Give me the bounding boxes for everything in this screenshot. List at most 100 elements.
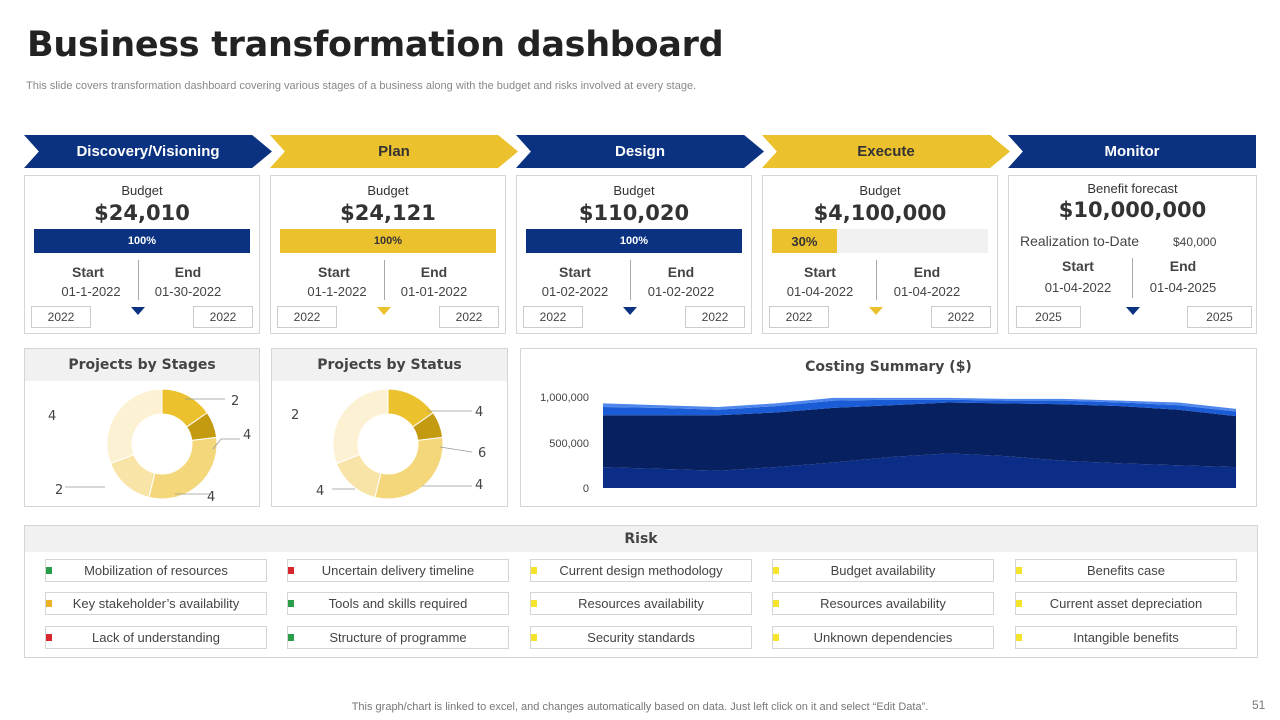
start-date: 01-1-2022 [61,284,121,299]
year-left: 2022 [31,306,91,328]
progress-fill: 100% [34,229,250,253]
risk-item: Benefits case [1015,559,1237,582]
data-label: 6 [478,446,486,461]
area-series-band [603,402,1236,471]
risk-item: Intangible benefits [1015,626,1237,649]
donut-slice [148,436,218,500]
data-label: 4 [475,405,483,420]
end-label: End [1169,258,1197,274]
end-label: End [667,264,695,280]
risk-status-icon [45,600,52,607]
end-label: End [913,264,941,280]
risk-item: Security standards [530,626,752,649]
risk-item: Structure of programme [287,626,509,649]
page-subtitle: This slide covers transformation dashboa… [26,80,697,92]
progress-fill: 100% [280,229,496,253]
panel-title: Projects by Stages [25,349,259,381]
year-left: 2022 [523,306,583,328]
timeline-marker-icon [869,307,883,315]
y-tick-label: 500,000 [549,438,589,450]
risk-status-icon [530,634,537,641]
divider [630,260,631,300]
progress-bar: 30% [772,229,988,253]
divider [384,260,385,300]
budget-amount: $24,121 [340,201,436,225]
year-left: 2022 [277,306,337,328]
costing-summary-chart: 1,000,000 500,000 0 [540,392,1236,495]
risk-item: Lack of understanding [45,626,267,649]
timeline-marker-icon [131,307,145,315]
risk-item: Unknown dependencies [772,626,994,649]
projects-by-stages-chart: 2 4 4 2 4 [48,388,251,505]
data-label: 4 [475,478,483,493]
risk-title: Risk [25,526,1257,552]
stage-card-plan: Budget $24,121 100% Start End 01-1-2022 … [270,175,506,334]
projects-by-status-panel: 4 6 4 4 2 Projects by Status [271,348,508,507]
end-date: 01-04-2022 [893,284,961,299]
progress-bar: 100% [34,229,250,253]
risk-status-icon [287,600,294,607]
risk-status-icon [1015,567,1022,574]
risk-item: Current asset depreciation [1015,592,1237,615]
risk-panel: Risk Mobilization of resources Uncertain … [24,525,1258,658]
risk-status-icon [45,634,52,641]
risk-status-icon [1015,600,1022,607]
timeline-marker-icon [1126,307,1140,315]
donut-slice [374,436,444,500]
risk-item: Resources availability [772,592,994,615]
stage-banner-execute: Execute [762,135,1010,168]
stage-card-design: Budget $110,020 100% Start End 01-02-202… [516,175,752,334]
data-label: 2 [231,394,239,409]
year-right: 2022 [439,306,499,328]
data-label: 4 [48,409,56,424]
risk-item: Key stakeholder’s availability [45,592,267,615]
year-right: 2022 [193,306,253,328]
data-label: 4 [243,428,251,443]
leader-lines [65,398,240,495]
risk-status-icon [45,567,52,574]
divider [1132,258,1133,298]
end-label: End [174,264,202,280]
risk-status-icon [772,600,779,607]
progress-bar: 100% [280,229,496,253]
start-label: Start [318,264,350,280]
budget-label: Budget [367,183,409,198]
end-date: 01-02-2022 [647,284,715,299]
risk-item: Current design methodology [530,559,752,582]
start-date: 01-04-2022 [1044,280,1112,295]
leader-line [439,446,473,453]
risk-status-icon [772,567,779,574]
costing-summary-panel: 1,000,000 500,000 0 Costing Summary ($) [520,348,1257,507]
stage-banner-discovery: Discovery/Visioning [24,135,272,168]
stage-card-monitor: Benefit forecast $10,000,000 Realization… [1008,175,1257,334]
leader-lines [332,410,473,490]
panel-title: Costing Summary ($) [805,359,972,375]
year-left: 2022 [769,306,829,328]
progress-fill: 30% [772,229,837,253]
area-series-band [603,453,1236,488]
page-title: Business transformation dashboard [27,25,724,65]
y-tick-label: 1,000,000 [540,392,589,404]
year-left: 2025 [1016,306,1081,328]
stage-banner-design: Design [516,135,764,168]
projects-by-status-chart: 4 6 4 4 2 [291,388,486,500]
projects-by-stages-panel: 2 4 4 2 4 Projects by Stages [24,348,260,507]
end-label: End [420,264,448,280]
start-date: 01-1-2022 [307,284,367,299]
timeline-marker-icon [623,307,637,315]
benefit-forecast-label: Benefit forecast [1087,181,1178,196]
start-label: Start [559,264,591,280]
budget-amount: $4,100,000 [813,201,947,225]
risk-item: Resources availability [530,592,752,615]
footer-note: This graph/chart is linked to excel, and… [351,701,929,713]
end-date: 01-01-2022 [400,284,468,299]
data-label: 2 [291,408,299,423]
budget-label: Budget [613,183,655,198]
realization-value: $40,000 [1173,235,1217,249]
stage-card-execute: Budget $4,100,000 30% Start End 01-04-20… [762,175,998,334]
budget-amount: $24,010 [94,201,190,225]
area-series [603,397,1236,488]
divider [876,260,877,300]
budget-label: Budget [859,183,901,198]
stage-card-discovery: Budget $24,010 100% Start End 01-1-2022 … [24,175,260,334]
